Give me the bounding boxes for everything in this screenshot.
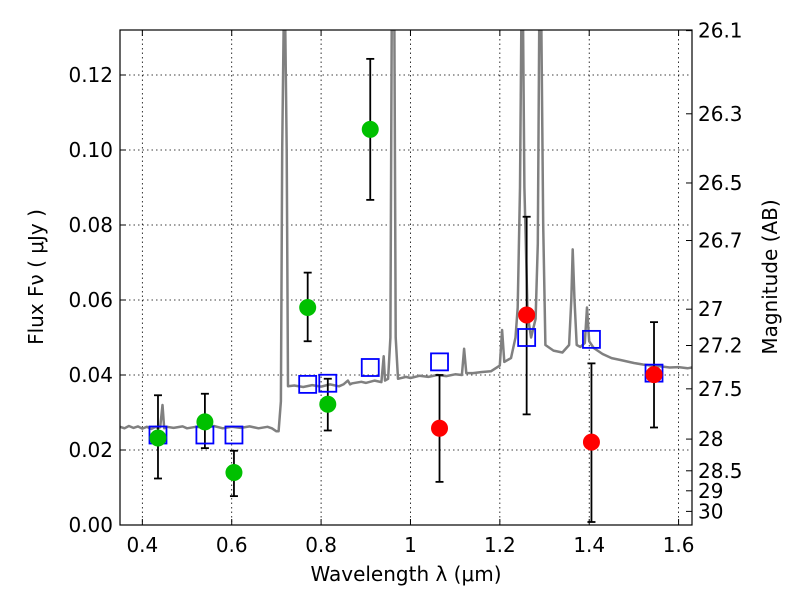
- observed-point-marker: [299, 299, 317, 316]
- y2-tick-label: 26.1: [698, 19, 743, 43]
- model-square-marker: [360, 358, 380, 377]
- observed-point-marker: [582, 433, 600, 451]
- observed-point-marker: [645, 366, 663, 384]
- y2-axis-label: Magnitude (AB): [758, 199, 782, 354]
- y-tick-label: 0.04: [68, 363, 113, 387]
- y-axis-label: Flux Fν ( μJy ): [24, 209, 48, 345]
- plot-frame: [119, 29, 693, 526]
- point-layer: [149, 120, 663, 481]
- y2-tick-label: 26.3: [698, 102, 743, 126]
- model-square-marker: [224, 425, 244, 445]
- y-tick-label: 0.10: [68, 138, 113, 162]
- y2-tick-label: 27.5: [698, 377, 743, 401]
- x-tick-label: 1.6: [663, 533, 695, 557]
- x-tick-label: 1.2: [484, 533, 516, 557]
- ticks: 0.4 0.6 0.8 1 1.2 1.4 1.6 0.00 0.02 0.04 0.06 0.08 0…: [68, 19, 742, 557]
- observed-point-marker: [225, 464, 243, 481]
- y2-tick-label: 27: [698, 297, 723, 321]
- x-tick-label: 1.4: [573, 533, 605, 557]
- y2-tick-label: 27.2: [698, 334, 743, 358]
- y2-tick-label: 28.5: [698, 459, 743, 483]
- observed-point-marker: [361, 120, 379, 138]
- x-tick-label: 0.4: [126, 533, 158, 557]
- y-tick-label: 0.12: [68, 63, 113, 87]
- y-tick-label: 0.08: [68, 213, 113, 237]
- x-tick-label: 1: [404, 533, 417, 557]
- model-square-marker: [517, 328, 537, 347]
- y2-tick-label: 28: [698, 427, 723, 451]
- y2-tick-label: 26.5: [698, 171, 743, 195]
- grid: [120, 30, 692, 526]
- x-tick-label: 0.8: [305, 533, 337, 557]
- model-square-marker: [298, 374, 318, 394]
- model-square-marker: [582, 329, 601, 349]
- observed-point-marker: [319, 395, 337, 413]
- x-tick-label: 0.6: [216, 533, 248, 557]
- plot-area: [120, 30, 692, 523]
- observed-point-marker: [149, 429, 167, 447]
- y2-tick-label: 26.7: [698, 229, 743, 253]
- x-axis-label: Wavelength λ (μm): [310, 562, 501, 586]
- model-square-marker: [430, 352, 449, 372]
- y-tick-label: 0.06: [68, 288, 113, 312]
- y-tick-label: 0.00: [68, 513, 113, 537]
- observed-point-marker: [431, 419, 449, 437]
- model-square-marker: [318, 373, 338, 393]
- y-tick-label: 0.02: [68, 438, 113, 462]
- observed-point-marker: [196, 413, 214, 431]
- observed-point-marker: [518, 306, 536, 324]
- square-layer: [148, 328, 664, 445]
- y2-tick-label: 30: [698, 499, 723, 523]
- y2-tick-label: 29: [698, 479, 723, 503]
